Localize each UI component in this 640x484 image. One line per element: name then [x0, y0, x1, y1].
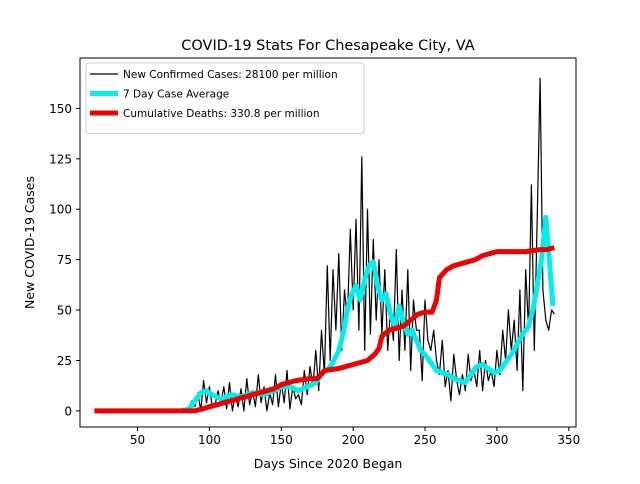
y-tick-label: 100 [49, 203, 72, 217]
legend-label: New Confirmed Cases: 28100 per million [123, 69, 338, 81]
x-tick-label: 150 [270, 433, 293, 447]
legend: New Confirmed Cases: 28100 per million 7 … [85, 62, 365, 134]
x-axis: 50 100 150 200 250 300 350 [130, 427, 580, 447]
legend-label: 7 Day Case Average [123, 89, 229, 101]
y-tick-label: 150 [49, 102, 72, 116]
x-tick-label: 250 [414, 433, 437, 447]
chart-title: COVID-19 Stats For Chesapeake City, VA [181, 38, 475, 54]
y-tick-label: 25 [57, 354, 72, 368]
y-axis: 0 25 50 75 100 125 150 [49, 102, 80, 418]
plot-area-frame [79, 57, 577, 428]
legend-box [85, 62, 365, 134]
y-axis-label: New COVID-19 Cases [22, 176, 37, 309]
x-tick-label: 100 [198, 433, 221, 447]
x-tick-label: 50 [130, 433, 145, 447]
series-line-3 [94, 245, 556, 414]
y-tick-label: 50 [57, 304, 72, 318]
legend-label: Cumulative Deaths: 330.8 per million [123, 108, 320, 120]
y-tick-label: 0 [64, 404, 72, 418]
y-tick-label: 75 [57, 253, 72, 267]
y-tick-label: 125 [49, 152, 72, 166]
x-tick-label: 300 [485, 433, 508, 447]
x-tick-label: 350 [557, 433, 580, 447]
x-axis-label: Days Since 2020 Began [254, 456, 403, 471]
x-tick-label: 200 [342, 433, 365, 447]
